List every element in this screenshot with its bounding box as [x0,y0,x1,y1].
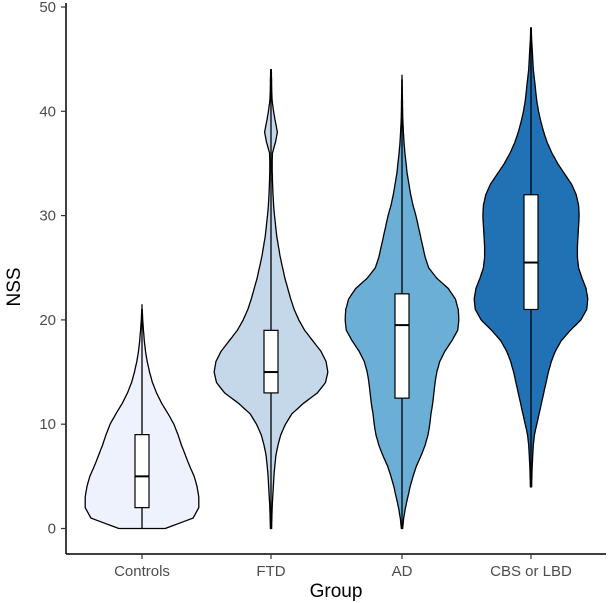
y-tick-label: 40 [39,103,56,120]
y-tick-label: 10 [39,416,56,433]
x-axis-ticks: Controls FTD AD CBS or LBD [114,554,572,580]
iqr-box [523,194,539,311]
iqr-box [134,434,150,509]
iqr-box [394,293,410,399]
y-axis-ticks: 0 10 20 30 40 50 [39,0,66,538]
y-tick-label: 0 [48,521,56,538]
x-axis-title: Group [310,581,363,602]
violin-group [213,68,329,530]
axes [65,3,606,555]
violin-group [344,74,460,530]
iqr-box [263,329,279,394]
y-axis-title: NSS [4,267,25,306]
y-tick-label: 30 [39,208,56,225]
violins [84,27,589,530]
violin-group [473,27,589,488]
x-tick-label: FTD [256,563,285,580]
y-tick-label: 50 [39,0,56,16]
x-tick-label: Controls [114,563,170,580]
violin-group [84,304,200,530]
x-tick-label: CBS or LBD [490,563,572,580]
y-tick-label: 20 [39,312,56,329]
x-tick-label: AD [392,563,413,580]
